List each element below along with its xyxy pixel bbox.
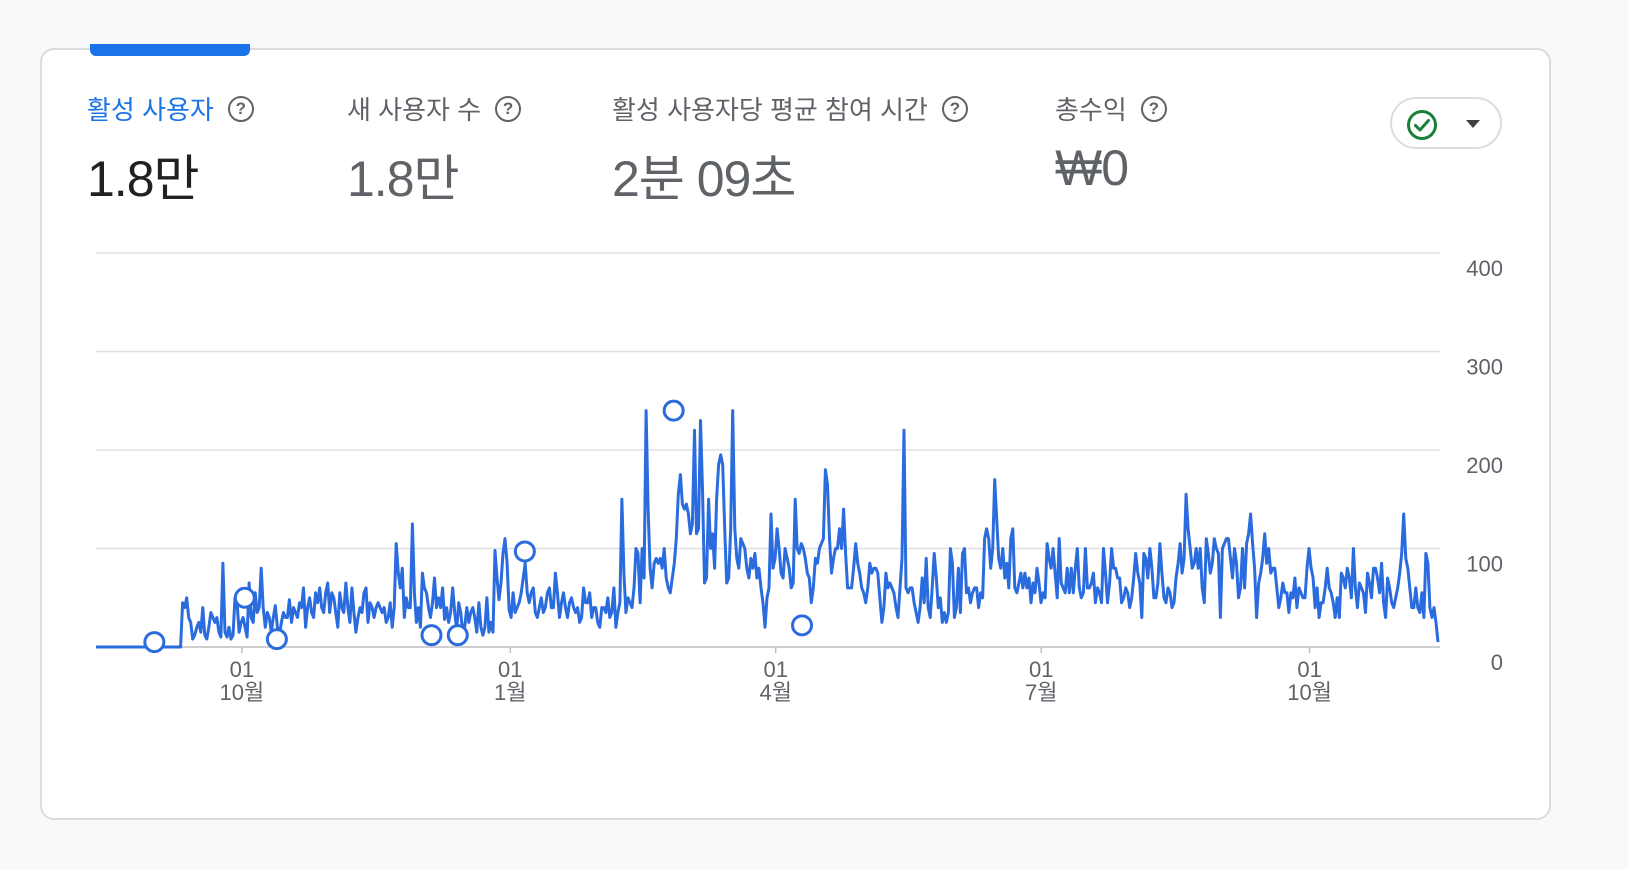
- metric-label-text: 새 사용자 수: [347, 95, 482, 125]
- metric-avg-engagement-time[interactable]: 활성 사용자당 평균 참여 시간 ? 2분 09초: [612, 90, 968, 211]
- y-tick-label: 0: [1491, 650, 1503, 675]
- comparison-status-dropdown[interactable]: [1390, 97, 1502, 149]
- metric-label-text: 활성 사용자당 평균 참여 시간: [612, 95, 928, 125]
- help-icon[interactable]: ?: [1140, 95, 1167, 122]
- x-tick-month: 10월: [220, 680, 265, 705]
- help-icon[interactable]: ?: [495, 95, 522, 122]
- metric-new-users[interactable]: 새 사용자 수 ? 1.8만: [347, 90, 522, 211]
- x-tick-month: 1월: [494, 680, 526, 705]
- annotation-marker: [265, 628, 288, 651]
- annotation-marker: [791, 614, 814, 637]
- x-tick-month: 10월: [1287, 680, 1332, 705]
- metrics-card: [40, 48, 1551, 820]
- x-tick-month: 7월: [1025, 680, 1057, 705]
- x-tick-day: 01: [764, 657, 788, 682]
- x-tick-day: 01: [1029, 657, 1053, 682]
- metric-value: 1.8만: [87, 151, 200, 207]
- metric-label-text: 총수익: [1055, 95, 1127, 125]
- annotation-marker: [420, 624, 443, 647]
- annotation-marker: [233, 586, 256, 609]
- annotation-marker: [143, 631, 166, 654]
- metric-label: 새 사용자 수 ?: [347, 90, 522, 127]
- x-tick-day: 01: [1297, 657, 1321, 682]
- y-tick-label: 200: [1466, 453, 1503, 478]
- active-tab-indicator: [90, 44, 250, 56]
- check-circle-icon: [1407, 110, 1437, 140]
- help-icon[interactable]: ?: [941, 95, 968, 122]
- annotation-marker: [446, 624, 469, 647]
- y-tick-label: 300: [1466, 355, 1503, 380]
- annotation-marker: [662, 399, 685, 422]
- metric-label-text: 활성 사용자: [87, 95, 214, 125]
- metric-total-revenue[interactable]: 총수익 ? ₩0: [1055, 90, 1167, 197]
- metric-active-users[interactable]: 활성 사용자 ? 1.8만: [87, 90, 254, 211]
- metric-value: ₩0: [1055, 140, 1129, 196]
- y-tick-label: 100: [1466, 552, 1503, 577]
- x-tick-day: 01: [498, 657, 522, 682]
- y-tick-label: 400: [1466, 256, 1503, 281]
- metric-label: 총수익 ?: [1055, 90, 1167, 127]
- caret-down-icon: [1466, 120, 1480, 128]
- metric-value: 1.8만: [347, 151, 460, 207]
- x-tick-month: 4월: [760, 680, 792, 705]
- metric-label: 활성 사용자당 평균 참여 시간 ?: [612, 90, 968, 127]
- series-line: [96, 409, 1440, 649]
- help-icon[interactable]: ?: [227, 95, 254, 122]
- metric-value: 2분 09초: [612, 151, 796, 207]
- annotation-marker: [513, 540, 536, 563]
- x-tick-day: 01: [230, 657, 254, 682]
- metric-label: 활성 사용자 ?: [87, 90, 254, 127]
